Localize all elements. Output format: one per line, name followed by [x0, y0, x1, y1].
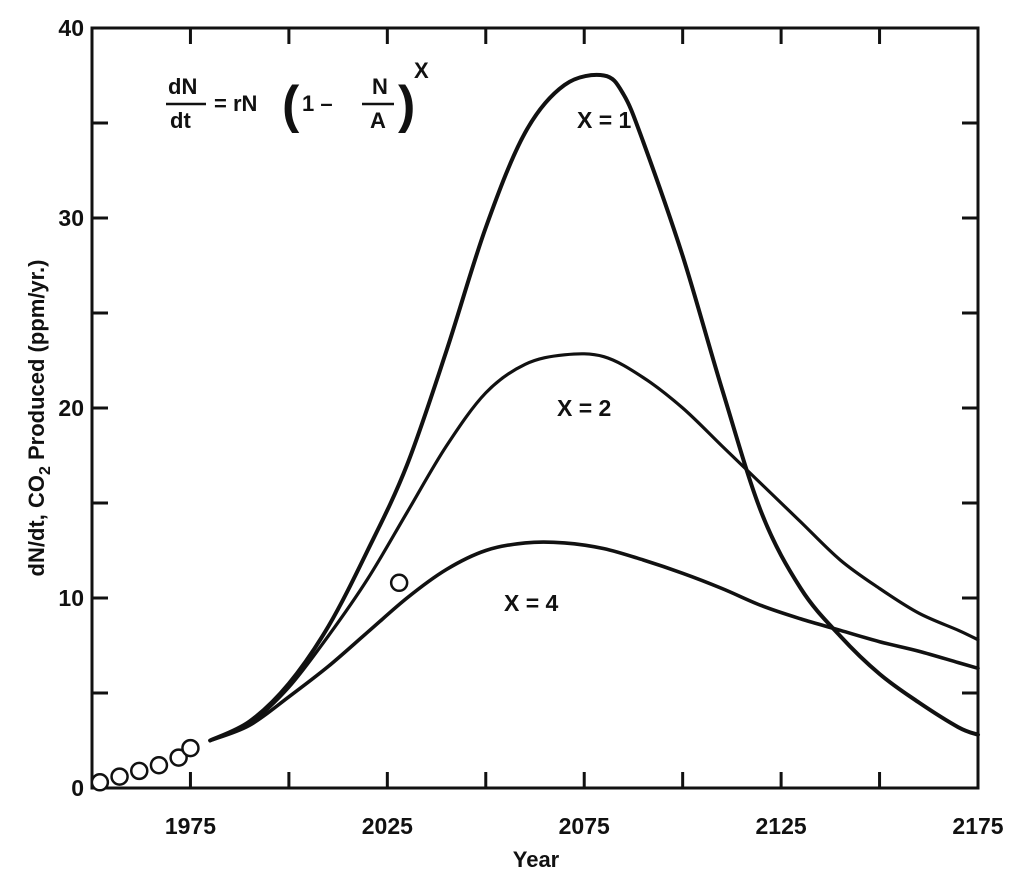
y-tick-label: 10	[58, 585, 84, 611]
equation: dN dt = rN ( 1 – N A ) X	[166, 58, 429, 134]
x-tick-label: 1975	[165, 813, 216, 839]
series-label-x1: X = 1	[577, 107, 632, 133]
data-point	[181, 738, 200, 758]
x-tick-label: 2025	[362, 813, 413, 839]
data-point	[130, 761, 149, 781]
equation-frac-denominator: A	[370, 108, 386, 133]
equation-lhs-numerator: dN	[168, 74, 197, 99]
equation-close-paren: )	[398, 76, 415, 134]
data-point	[169, 748, 188, 767]
equation-frac-numerator: N	[372, 74, 388, 99]
equation-open-paren: (	[282, 76, 300, 134]
y-axis-title: dN/dt, CO2 Produced (ppm/yr.)	[24, 260, 54, 577]
data-point	[149, 755, 169, 775]
x-tick-label: 2125	[756, 813, 807, 839]
data-points	[90, 573, 409, 792]
series-label-x4: X = 4	[504, 590, 559, 616]
x-tick-label: 2075	[559, 813, 610, 839]
y-tick-label: 40	[58, 15, 84, 41]
y-tick-label: 20	[58, 395, 84, 421]
axis-ticks: 1975 2025 2075 2125 2175 0 10 20 30 40	[58, 15, 1003, 839]
y-axis-title-rest: Produced (ppm/yr.)	[24, 260, 49, 467]
y-axis-title-subscript: 2	[37, 466, 54, 475]
data-point	[90, 773, 110, 792]
data-point	[110, 767, 129, 786]
equation-rhs: = rN	[214, 91, 257, 116]
plot-frame	[90, 26, 980, 790]
x-axis-title: Year	[513, 847, 560, 872]
series-lines	[208, 72, 980, 743]
plot-border	[90, 26, 980, 790]
series-label-x2: X = 2	[557, 395, 611, 421]
series-line-2	[208, 352, 980, 743]
y-tick-label: 30	[58, 205, 84, 231]
series-line-3	[208, 540, 980, 743]
equation-lhs-denominator: dt	[170, 108, 191, 133]
equation-exponent: X	[414, 58, 429, 83]
series-line-1	[208, 72, 980, 743]
y-tick-label: 0	[71, 775, 84, 801]
y-axis-title-main: dN/dt, CO	[24, 475, 49, 576]
data-point	[389, 573, 409, 593]
equation-one-minus: 1 –	[302, 91, 333, 116]
x-tick-label: 2175	[952, 813, 1003, 839]
